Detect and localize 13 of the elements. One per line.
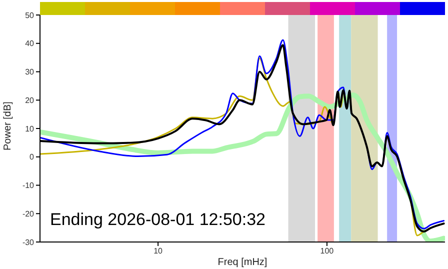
y-tick-label: 20 <box>25 96 35 105</box>
y-tick-label: -10 <box>22 181 35 190</box>
y-axis-title: Power [dB] <box>2 101 14 150</box>
y-tick-label: 50 <box>25 10 35 20</box>
annotation: Ending 2026-08-01 12:50:32 <box>50 210 266 230</box>
x-axis-title: Freq [mHz] <box>218 257 268 268</box>
y-tick-label: 10 <box>25 124 35 134</box>
y-tick-label: -20 <box>22 209 35 218</box>
y-tick-label: 0 <box>30 152 35 162</box>
y-tick-label: -30 <box>22 238 35 247</box>
y-tick-label: 30 <box>25 68 35 77</box>
x-tick-label: 100 <box>320 246 334 256</box>
y-tick-label: 40 <box>25 39 35 48</box>
